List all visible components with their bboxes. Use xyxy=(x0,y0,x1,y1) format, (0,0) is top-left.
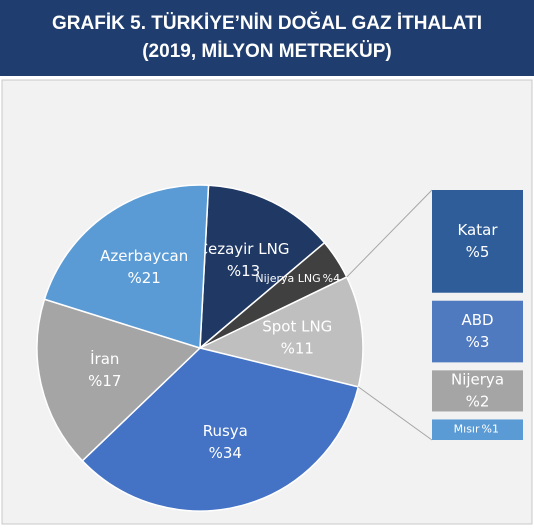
bar-value: %5 xyxy=(466,243,490,261)
bar-segment xyxy=(432,370,523,412)
bar-segment xyxy=(432,300,523,363)
slice-value: %4 xyxy=(323,272,340,285)
slice-label: Azerbaycan xyxy=(100,247,188,265)
bar-value: %1 xyxy=(482,423,499,436)
slice-value: %11 xyxy=(281,339,314,357)
chart-subtitle: (2019, MİLYON METREKÜP) xyxy=(142,41,392,62)
bar-value: %3 xyxy=(466,333,490,351)
pie-slice xyxy=(197,276,364,388)
chart-title: GRAFİK 5. TÜRKİYE’NİN DOĞAL GAZ İTHALATI xyxy=(52,12,482,34)
pie-slice xyxy=(36,298,202,462)
bar-label: Mısır xyxy=(454,423,480,436)
pie-slice xyxy=(81,347,360,512)
slice-value: %21 xyxy=(128,269,161,287)
pie-slice xyxy=(43,184,210,350)
header xyxy=(0,0,534,76)
slice-label: Nijerya LNG xyxy=(255,272,320,285)
bar-value: %2 xyxy=(466,392,490,410)
slice-value: %34 xyxy=(209,444,242,462)
slice-label: Spot LNG xyxy=(262,317,332,335)
slice-value: %13 xyxy=(227,262,260,280)
bar-label: Katar xyxy=(457,221,498,239)
slice-label: İran xyxy=(90,349,119,368)
bar-label: ABD xyxy=(461,311,493,329)
slice-value: %17 xyxy=(88,372,121,390)
slice-label: Cezayir LNG xyxy=(198,240,290,258)
connector xyxy=(346,189,433,278)
bar-label: Nijerya xyxy=(451,370,504,388)
connector xyxy=(358,386,433,441)
pie-slice xyxy=(199,184,326,350)
bar-segment xyxy=(432,419,523,440)
slice-label: Rusya xyxy=(203,422,248,440)
bar-segment xyxy=(432,190,523,293)
